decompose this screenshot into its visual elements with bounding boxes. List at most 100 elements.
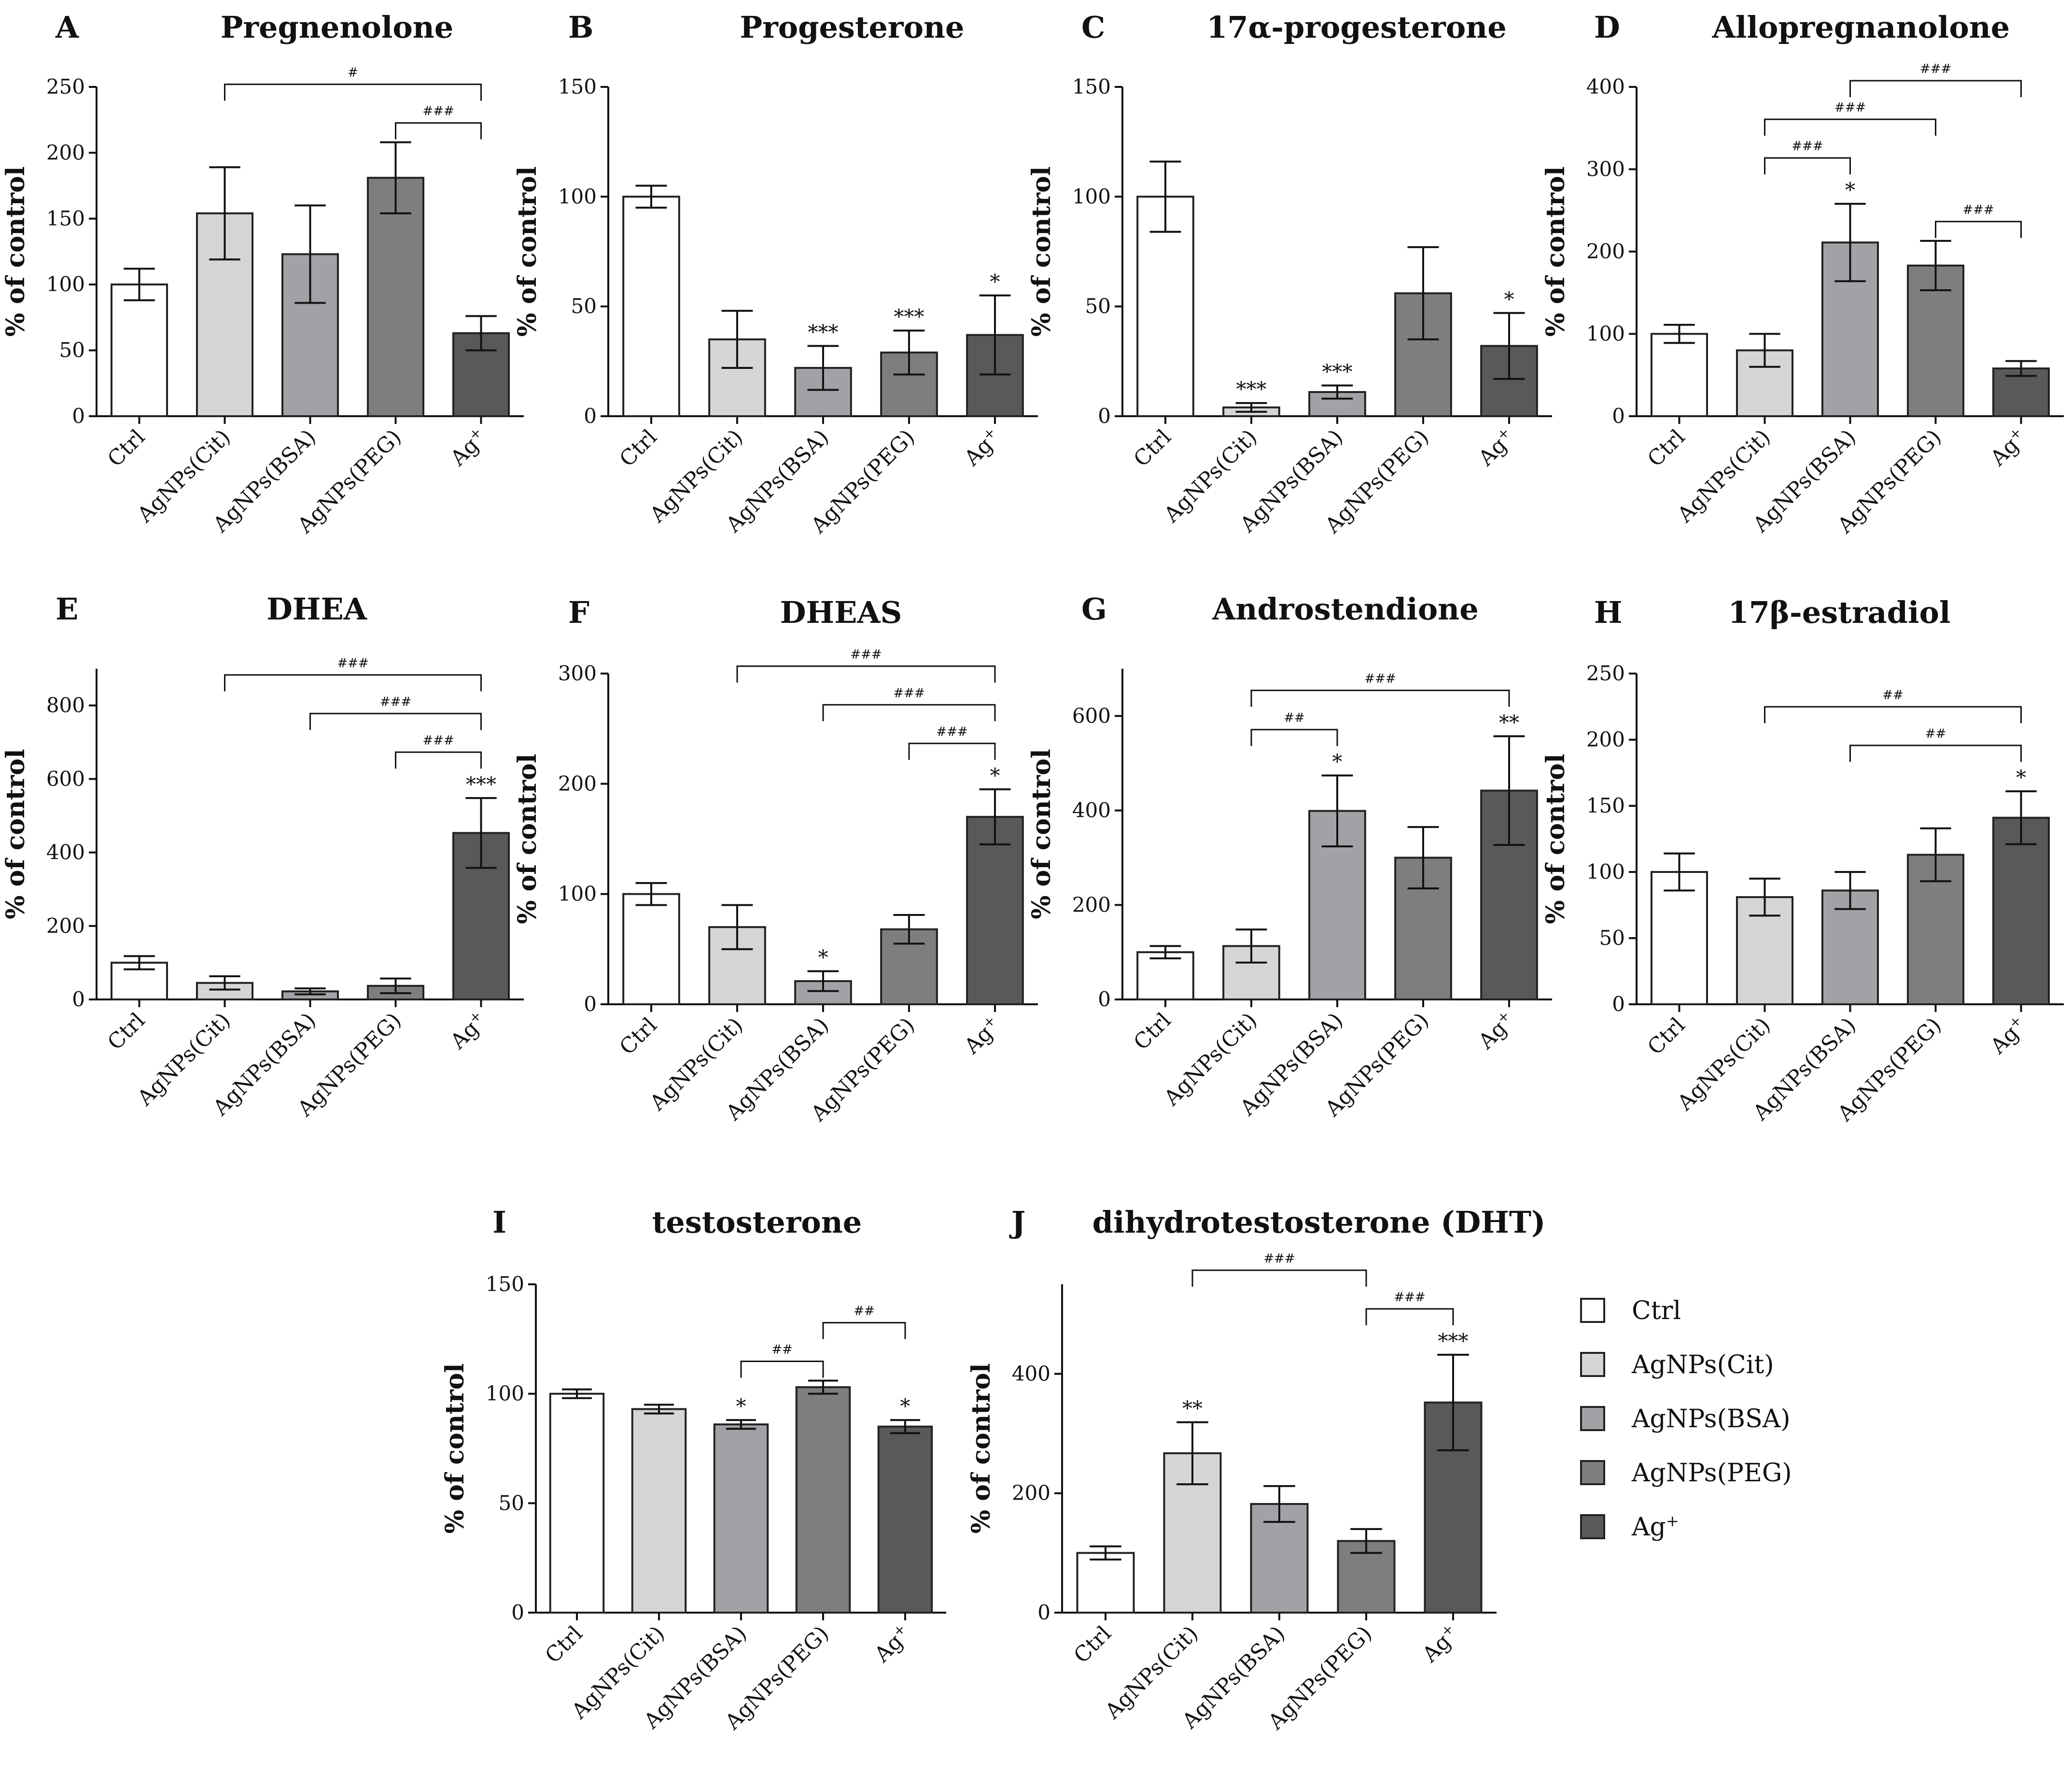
panel-title: DHEA (266, 591, 367, 627)
panel-letter: H (1594, 595, 1623, 630)
y-tick-label: 150 (486, 1272, 524, 1296)
significance-hash: ## (1284, 711, 1305, 725)
significance-hash: ## (1882, 688, 1904, 703)
significance-bracket (309, 713, 482, 730)
significance-bracket (224, 84, 482, 101)
significance-hash: ### (893, 686, 924, 701)
panel-title: Allopregnanolone (1712, 10, 2010, 45)
significance-stars: * (818, 946, 828, 970)
panel-title: 17α-progesterone (1206, 10, 1506, 45)
y-tick-label: 50 (1085, 295, 1111, 318)
panel-e: E DHEA% of control0200400600800CtrlAgNPs(… (1, 591, 524, 1122)
significance-stars: *** (1236, 378, 1267, 401)
panel-letter: G (1081, 591, 1107, 627)
y-tick-label: 100 (1586, 860, 1625, 884)
significance-bracket (1764, 118, 1936, 136)
y-tick-label: 150 (46, 207, 85, 230)
significance-stars: * (1845, 178, 1855, 202)
legend-swatch (1580, 1514, 1605, 1539)
panel-d: D Allopregnanolone % of control 0 100 200 300 4… (1541, 10, 2064, 538)
y-tick-label: 200 (46, 914, 85, 938)
x-tick-label: Ag+ (868, 1620, 916, 1668)
legend-label: Ag+ (1631, 1512, 1679, 1542)
x-tick-label: Ctrl (1069, 1621, 1116, 1668)
legend-label: AgNPs(PEG) (1631, 1459, 1792, 1488)
significance-hash: ## (1925, 727, 1946, 741)
panel-f: F DHEAS% of control0100200300CtrlAgNPs(Ci… (513, 595, 1038, 1126)
legend-label: AgNPs(Cit) (1631, 1350, 1774, 1379)
legend-swatch (1580, 1406, 1605, 1431)
x-tick-label: Ag+ (1472, 424, 1520, 471)
panel-title: Androstendione (1212, 591, 1478, 627)
y-tick-label: 400 (1586, 75, 1625, 98)
significance-hash: ### (1364, 672, 1396, 686)
significance-stars: * (1504, 287, 1514, 311)
x-tick-label: Ag+ (958, 424, 1006, 471)
significance-hash: ### (1962, 203, 1994, 217)
x-tick-label: Ag+ (445, 424, 492, 471)
significance-stars: * (2016, 766, 2026, 789)
panel-letter: F (568, 595, 589, 630)
y-tick-label: 50 (499, 1491, 524, 1515)
x-tick-label: Ctrl (1643, 1013, 1690, 1060)
legend-item: AgNPs(BSA) (1580, 1405, 1791, 1434)
bar (549, 1392, 605, 1614)
panel-c: C 17α-progesterone % of control 0 50 100 150 Ct… (1027, 10, 1552, 538)
significance-hash: ### (1834, 100, 1866, 115)
y-tick-label: 250 (46, 75, 85, 98)
x-tick-label: Ctrl (1129, 1008, 1176, 1055)
bar (631, 1408, 687, 1614)
significance-bracket (1764, 157, 1851, 175)
y-tick-label: 600 (1072, 704, 1111, 728)
x-tick-label: Ctrl (615, 1013, 662, 1060)
significance-stars: *** (808, 321, 839, 344)
panel-letter: D (1594, 10, 1620, 45)
y-tick-label: 0 (1098, 987, 1111, 1011)
panel-title: Pregnenolone (221, 10, 453, 45)
y-tick-label: 150 (1586, 794, 1625, 817)
y-tick-label: 300 (1586, 157, 1625, 181)
x-tick-label: Ctrl (103, 1008, 150, 1055)
significance-bracket (1250, 689, 1510, 707)
panel-letter: J (1009, 1205, 1025, 1240)
panel-title: 17β-estradiol (1728, 595, 1951, 630)
y-tick-label: 800 (46, 693, 85, 717)
panel-letter: A (55, 10, 79, 45)
significance-bracket (1365, 1308, 1454, 1325)
y-tick-label: 50 (59, 338, 85, 362)
significance-hash: # (348, 66, 358, 80)
bar (713, 1423, 769, 1614)
x-tick-label: Ctrl (1129, 425, 1176, 472)
y-tick-label: 200 (1012, 1481, 1050, 1505)
significance-bracket (1849, 80, 2022, 98)
panel-letter: C (1081, 10, 1105, 45)
y-tick-label: 400 (1012, 1362, 1050, 1385)
bar (1906, 854, 1965, 1005)
significance-stars: * (990, 270, 1000, 294)
panel-h: H 17β-estradiol % of control 0 50 100 150 200 25… (1541, 595, 2064, 1126)
y-tick-label: 600 (46, 767, 85, 790)
significance-stars: *** (1322, 360, 1353, 383)
y-axis-label: % of control (1, 749, 30, 919)
y-axis-label: % of control (1027, 167, 1056, 337)
y-tick-label: 0 (1612, 404, 1625, 428)
x-tick-label: Ag+ (958, 1012, 1006, 1059)
significance-stars: ** (1182, 1397, 1203, 1420)
significance-bracket (1935, 221, 2022, 238)
bar (1650, 871, 1708, 1005)
y-tick-label: 0 (1037, 1601, 1050, 1624)
legend: Ctrl AgNPs(Cit) AgNPs(BSA) AgNPs(PEG) Ag+ (1580, 1296, 1792, 1542)
significance-bracket (822, 704, 996, 721)
legend-item: AgNPs(PEG) (1580, 1459, 1792, 1488)
legend-label: Ctrl (1632, 1296, 1681, 1325)
y-axis-label: % of control (513, 754, 542, 924)
y-tick-label: 100 (1072, 184, 1111, 208)
significance-stars: *** (894, 305, 924, 329)
y-tick-label: 100 (486, 1382, 524, 1406)
y-tick-label: 400 (1072, 799, 1111, 822)
panel-letter: E (56, 591, 78, 627)
panel-a: A Pregnenolone % of control 0 50 100 150 200 250… (1, 10, 524, 538)
panel-b: B Progesterone % of control 0 50 100 150 Ctrl Ag… (513, 10, 1038, 538)
y-tick-label: 50 (571, 295, 597, 318)
